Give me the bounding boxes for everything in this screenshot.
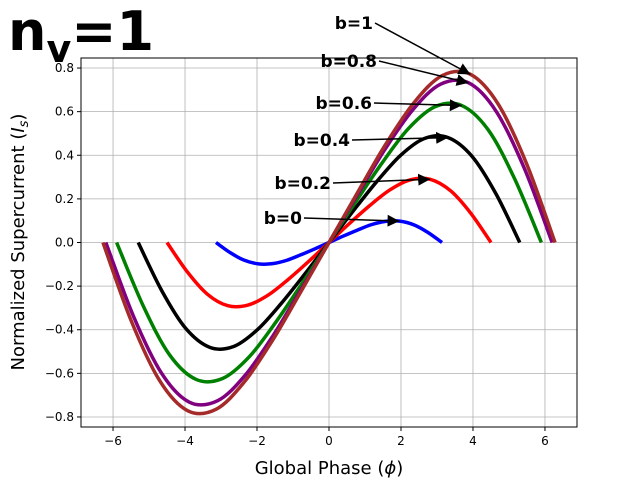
y-label-symbol: I	[8, 127, 29, 132]
annotation-arrow	[332, 173, 431, 186]
annotation-arrow	[373, 99, 462, 112]
annotation-label: b=0.6	[315, 94, 372, 114]
y-tick-label: 0.4	[55, 148, 74, 162]
annotation-arrow	[374, 22, 471, 76]
series-line	[101, 69, 557, 416]
title-subscript: v	[46, 27, 71, 71]
y-tick-label: −0.2	[45, 279, 74, 293]
title-base: n	[8, 0, 46, 63]
x-axis-label: Global Phase (ϕ)	[255, 458, 404, 479]
y-label-subscript: s	[17, 120, 32, 127]
chart-title: nv=1	[8, 0, 154, 71]
x-tick-label: 4	[469, 434, 477, 448]
y-axis-label: Normalized Supercurrent (Is)	[8, 114, 32, 371]
x-label-text: Global Phase (	[255, 458, 385, 479]
annotation-arrow	[351, 131, 449, 144]
x-tick-label: 6	[541, 434, 549, 448]
y-label-text: Normalized Supercurrent (	[8, 133, 29, 371]
x-label-text: )	[396, 458, 403, 479]
x-tick-label: 0	[325, 434, 333, 448]
y-tick-label: −0.8	[45, 410, 74, 424]
y-tick-label: 0.8	[55, 61, 74, 75]
annotation-label: b=0.2	[274, 174, 331, 194]
annotation-label: b=0	[264, 209, 302, 229]
y-label-text: )	[8, 114, 29, 121]
annotation-arrow	[303, 214, 400, 227]
x-tick-label: 2	[397, 434, 405, 448]
y-tick-label: −0.6	[45, 366, 74, 380]
x-tick-label: −6	[104, 434, 122, 448]
x-tick-label: −2	[248, 434, 266, 448]
x-label-symbol: ϕ	[384, 458, 396, 479]
y-tick-label: 0.6	[55, 105, 74, 119]
y-tick-label: 0.0	[55, 236, 74, 250]
annotation-label: b=1	[335, 14, 373, 34]
annotation-label: b=0.8	[320, 52, 377, 72]
y-tick-label: −0.4	[45, 323, 74, 337]
title-rest: =1	[71, 0, 154, 63]
annotation-arrow	[378, 60, 469, 86]
y-tick-label: 0.2	[55, 192, 74, 206]
annotation-label: b=0.4	[293, 131, 350, 151]
x-tick-label: −4	[176, 434, 194, 448]
